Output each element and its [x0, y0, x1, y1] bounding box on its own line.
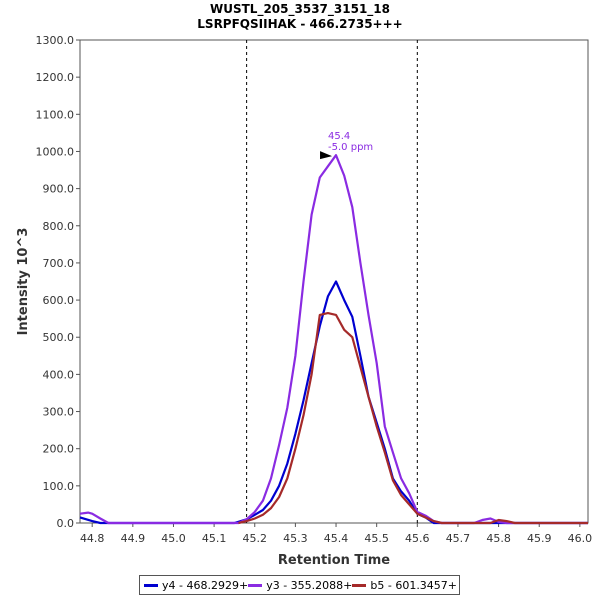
- y-tick-label: 1300.0: [36, 34, 75, 47]
- y-tick-label: 100.0: [43, 480, 75, 493]
- peak-marker-arrow: [320, 151, 333, 160]
- chart-subtitle: LSRPFQSIIHAK - 466.2735+++: [197, 17, 403, 31]
- peak-annotation-ppm: -5.0 ppm: [328, 142, 373, 153]
- y-axis-label: Intensity 10^3: [16, 228, 31, 336]
- peak-annotation-rt: 45.4: [328, 131, 350, 142]
- legend-item: b5 - 601.3457+: [352, 579, 457, 592]
- y-tick-label: 1000.0: [36, 145, 75, 158]
- chromatogram-plot: 0.0 100.0 200.0 300.0 400.0 500.0 600.0 700.0 80…: [16, 34, 593, 568]
- x-axis-label: Retention Time: [278, 553, 390, 568]
- x-tick-label: 45.4: [324, 532, 349, 545]
- x-tick-label: 45.0: [161, 532, 186, 545]
- y-tick-label: 700.0: [43, 257, 75, 270]
- y-tick-label: 1100.0: [36, 108, 75, 121]
- legend-item: y4 - 468.2929+: [144, 579, 248, 592]
- y-tick-label: 0.0: [57, 517, 75, 530]
- y-tick-label: 400.0: [43, 368, 75, 381]
- series-line-b5: [238, 312, 588, 525]
- x-tick-label: 46.0: [568, 532, 593, 545]
- y-tick-label: 500.0: [43, 331, 75, 344]
- y-tick-label: 900.0: [43, 183, 75, 196]
- legend-swatch: [144, 583, 158, 587]
- x-tick-label: 45.2: [243, 532, 268, 545]
- x-tick-label: 45.9: [527, 532, 552, 545]
- x-tick-label: 44.9: [121, 532, 146, 545]
- y-tick-label: 300.0: [43, 406, 75, 419]
- y-tick-label: 600.0: [43, 294, 75, 307]
- y-tick-label: 1200.0: [36, 71, 75, 84]
- x-tick-label: 45.6: [405, 532, 430, 545]
- x-tick-label: 45.1: [202, 532, 227, 545]
- legend-label: y3 - 355.2088+: [266, 578, 353, 592]
- y-tick-label: 200.0: [43, 443, 75, 456]
- legend-label: y4 - 468.2929+: [162, 578, 249, 592]
- chart-legend: y4 - 468.2929+ y3 - 355.2088+ b5 - 601.345…: [139, 575, 460, 595]
- x-tick-label: 45.8: [486, 532, 511, 545]
- x-tick-label: 45.5: [364, 532, 389, 545]
- chart-title: WUSTL_205_3537_3151_18: [210, 2, 390, 16]
- legend-item: y3 - 355.2088+: [248, 579, 352, 592]
- legend-swatch: [248, 583, 263, 587]
- legend-swatch: [352, 583, 367, 587]
- legend-label: b5 - 601.3457+: [370, 578, 458, 592]
- x-tick-label: 45.3: [283, 532, 308, 545]
- x-tick-label: 44.8: [80, 532, 105, 545]
- plot-area: [79, 39, 589, 524]
- y-tick-label: 800.0: [43, 220, 75, 233]
- x-tick-label: 45.7: [446, 532, 471, 545]
